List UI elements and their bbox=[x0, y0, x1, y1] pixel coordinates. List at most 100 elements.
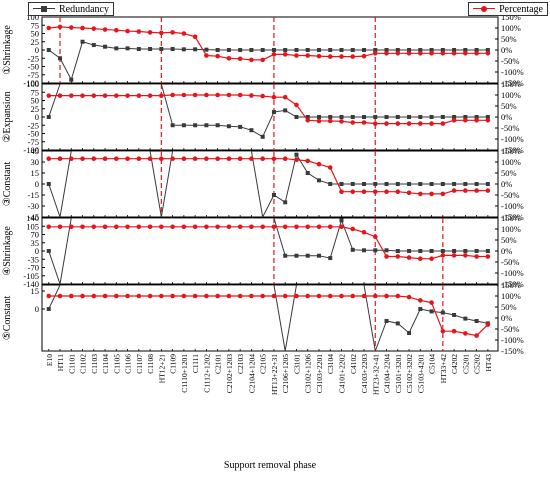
panel-1-label: ①Shrinkage bbox=[2, 25, 13, 75]
panel-2-redundancy-point-27 bbox=[350, 115, 355, 119]
panel-2-percentage-point-14 bbox=[204, 92, 209, 98]
panel-5-percentage-point-10 bbox=[159, 293, 164, 299]
x-tick-label-6: C1105 bbox=[112, 354, 121, 374]
panel-3-redundancy-point-21 bbox=[283, 200, 288, 205]
panel-5-percentage-point-24 bbox=[316, 293, 322, 299]
panel-4-percentage-point-24 bbox=[316, 224, 322, 230]
x-tick-label-23: C3102+1206 bbox=[304, 354, 313, 393]
panel-5-percentage-point-31 bbox=[395, 293, 401, 299]
x-tick-label-28: C4103+2203 bbox=[360, 354, 369, 393]
panel-5-right-tick-1: 100% bbox=[501, 291, 521, 301]
panel-5-percentage-point-5 bbox=[102, 293, 108, 299]
panel-1-left-tick-4: 0 bbox=[35, 45, 39, 55]
panel-1-percentage-point-26 bbox=[339, 54, 344, 59]
panel-1-redundancy-point-29 bbox=[373, 48, 378, 52]
panel-3-percentage-point-29 bbox=[372, 189, 378, 194]
panel-5-redundancy-line bbox=[48, 285, 488, 351]
panel-2-redundancy-point-19 bbox=[260, 134, 265, 139]
panel-3-percentage-point-25 bbox=[327, 165, 333, 170]
panel-1-percentage-point-9 bbox=[147, 30, 153, 35]
panel-5-percentage-point-39 bbox=[485, 322, 491, 327]
panel-4-left-tick-5: -35 bbox=[28, 254, 39, 264]
panel-4-percentage-point-34 bbox=[429, 256, 434, 262]
panel-3-percentage-point-23 bbox=[305, 158, 311, 164]
panel-4-percentage-point-16 bbox=[226, 224, 232, 230]
panel-2-percentage-point-12 bbox=[181, 92, 187, 98]
panel-3-percentage-point-13 bbox=[192, 156, 198, 161]
panel-4-redundancy-point-36 bbox=[452, 249, 457, 253]
panel-5-percentage-point-32 bbox=[406, 294, 412, 300]
panel-3-redundancy-point-35 bbox=[440, 182, 445, 186]
panel-3-percentage-point-12 bbox=[181, 156, 187, 161]
panel-4-percentage-point-33 bbox=[418, 256, 423, 262]
panel-4-percentage-point-19 bbox=[260, 224, 265, 230]
x-tick-label-8: C1107 bbox=[135, 354, 144, 374]
legend-percentage: Percentage bbox=[468, 2, 548, 16]
panel-2-percentage-point-22 bbox=[294, 102, 299, 108]
panel-1-redundancy-point-35 bbox=[440, 48, 445, 52]
panel-2-redundancy-point-24 bbox=[316, 115, 321, 119]
x-tick-label-17: C2103 bbox=[236, 354, 245, 374]
panel-2-percentage-point-19 bbox=[260, 93, 265, 99]
panel-4-percentage-point-23 bbox=[305, 224, 311, 230]
panel-4-redundancy-point-34 bbox=[429, 249, 434, 253]
x-tick-label-4: C1103 bbox=[90, 354, 99, 374]
panel-1-redundancy-point-17 bbox=[238, 48, 243, 52]
panel-5-percentage-point-34 bbox=[429, 300, 434, 305]
panel-1-percentage-point-36 bbox=[451, 51, 457, 56]
panel-1-redundancy-point-21 bbox=[283, 48, 288, 52]
panel-2-percentage-point-13 bbox=[192, 92, 198, 98]
panel-1-percentage-point-4 bbox=[91, 26, 97, 31]
panel-2-percentage-point-15 bbox=[215, 92, 220, 98]
panel-3-percentage-point-30 bbox=[384, 189, 389, 194]
panel-1-redundancy-point-6 bbox=[114, 46, 119, 51]
panel-2-redundancy-point-36 bbox=[452, 115, 457, 119]
panel-4-percentage-point-11 bbox=[170, 224, 175, 230]
x-tick-label-7: C1106 bbox=[124, 354, 133, 374]
panel-1-percentage-point-32 bbox=[406, 51, 412, 56]
panel-2-percentage-point-37 bbox=[463, 118, 468, 123]
x-tick-label-31: C5101+3201 bbox=[394, 354, 403, 393]
panel-5-percentage-point-38 bbox=[474, 333, 479, 338]
panel-3-redundancy-point-27 bbox=[350, 182, 355, 186]
panel-5-percentage-point-19 bbox=[260, 293, 265, 299]
panel-3-percentage-point-35 bbox=[440, 191, 446, 197]
panel-5-percentage-point-36 bbox=[451, 328, 457, 334]
panel-1-redundancy-point-27 bbox=[350, 48, 355, 52]
panel-4-redundancy-point-33 bbox=[418, 249, 423, 253]
panel-1-redundancy-point-38 bbox=[474, 48, 479, 52]
panel-1-right-tick-5: -100% bbox=[501, 67, 524, 77]
panel-1-redundancy-point-26 bbox=[339, 48, 344, 52]
panel-1-percentage-point-24 bbox=[316, 53, 322, 59]
panel-2-percentage-point-9 bbox=[147, 93, 153, 98]
panel-4-percentage-point-27 bbox=[350, 226, 356, 232]
panel-1-right-tick-3: 0% bbox=[501, 45, 512, 55]
panel-2-right-tick-2: 50% bbox=[501, 101, 517, 111]
panel-2-redundancy-point-35 bbox=[440, 115, 445, 119]
panel-1-percentage-point-12 bbox=[181, 31, 187, 36]
panel-4-redundancy-point-26 bbox=[339, 218, 344, 223]
panel-1-redundancy-point-5 bbox=[103, 44, 108, 49]
panel-1-percentage-point-35 bbox=[440, 51, 446, 56]
panel-3-percentage-point-28 bbox=[361, 189, 367, 194]
panel-1-percentage-point-3 bbox=[80, 25, 85, 31]
panel-2-percentage-point-16 bbox=[226, 92, 232, 98]
panel-2-percentage-line bbox=[48, 94, 488, 125]
panel-2-percentage-point-4 bbox=[91, 93, 97, 98]
panel-3-percentage-point-10 bbox=[159, 156, 164, 161]
panel-4-redundancy-point-23 bbox=[305, 253, 310, 258]
panel-5-percentage-point-28 bbox=[361, 293, 367, 299]
panel-5-left-tick-0: 15 bbox=[31, 286, 40, 296]
panel-2-redundancy-point-33 bbox=[418, 115, 423, 119]
panel-1-percentage-point-19 bbox=[260, 57, 265, 63]
panel-1-percentage-point-28 bbox=[361, 53, 367, 59]
panel-1-redundancy-point-30 bbox=[384, 48, 389, 52]
panel-2-right-tick-5: -100% bbox=[501, 134, 524, 144]
panel-2-redundancy-point-38 bbox=[474, 115, 479, 119]
panel-3-left-tick-1: 30 bbox=[31, 157, 40, 167]
panel-4-redundancy-point-29 bbox=[373, 248, 378, 253]
panel-1-percentage-point-21 bbox=[282, 52, 288, 57]
panel-2-left-tick-3: 25 bbox=[31, 104, 40, 114]
panel-1-percentage-line bbox=[48, 26, 488, 61]
